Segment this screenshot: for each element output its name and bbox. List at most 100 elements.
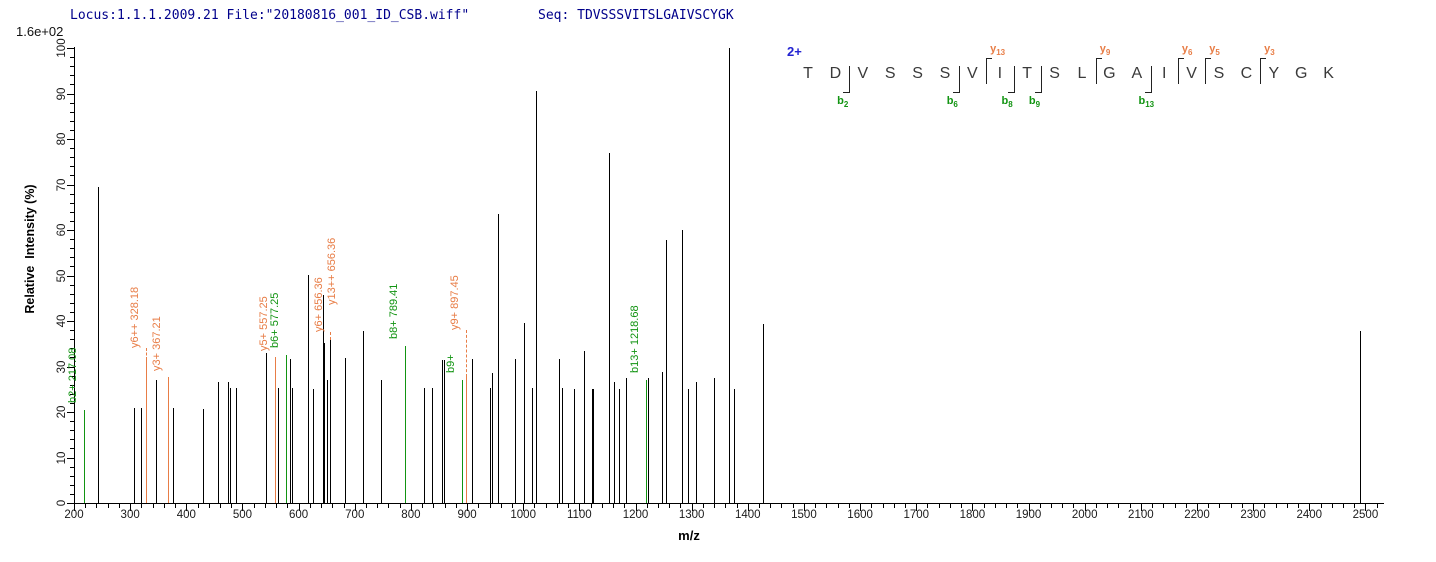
spectrum-peak <box>140 408 142 503</box>
spectrum-peak <box>290 359 292 503</box>
x-axis-tick <box>1140 504 1142 511</box>
x-axis-tick <box>590 504 592 508</box>
y-axis-tick <box>70 484 74 486</box>
x-axis-tick <box>1006 504 1008 508</box>
peptide-residue: Y <box>1268 65 1280 82</box>
y-axis-tick-label: 90 <box>56 87 68 100</box>
x-axis-tick <box>321 504 323 508</box>
x-axis-tick <box>377 504 379 508</box>
x-axis-tick <box>657 504 659 508</box>
x-axis-tick <box>332 504 334 508</box>
spectrum-peak <box>404 346 406 503</box>
y-axis-tick-label: 10 <box>56 451 68 464</box>
b-ion-label: b13 <box>1138 95 1155 110</box>
peptide-residue: V <box>1186 65 1197 82</box>
ion-label-leader-line <box>465 330 467 378</box>
ion-label-leader-line <box>145 348 147 361</box>
ion-peak-label: y13++ 656.36 <box>326 237 339 306</box>
x-axis-tick <box>601 504 603 508</box>
peptide-residue: A <box>1131 65 1143 82</box>
spectrum-peak <box>266 352 268 503</box>
x-axis-tick <box>736 504 738 508</box>
x-axis-tick <box>1309 504 1311 511</box>
ion-peak-label: b6+ 577.25 <box>268 292 281 349</box>
spectrum-peak <box>609 153 611 503</box>
b-ion-divider <box>1150 66 1152 93</box>
y-axis-tick <box>70 393 74 395</box>
y-axis-tick <box>70 57 74 59</box>
x-axis-tick <box>1208 504 1210 508</box>
x-axis-tick-label: 1100 <box>566 509 592 521</box>
spectrum-peak <box>591 388 593 503</box>
y-ion-divider <box>1260 58 1262 84</box>
x-axis-tick <box>1320 504 1322 508</box>
x-axis-tick <box>1185 504 1187 508</box>
y-axis-tick <box>70 66 74 68</box>
peptide-residue: L <box>1077 65 1087 82</box>
x-axis-tick-label: 2400 <box>1296 509 1323 521</box>
b-ion-label: b9 <box>1028 95 1041 110</box>
x-axis-tick <box>107 504 109 508</box>
y-axis-tick-label: 70 <box>56 178 68 191</box>
peptide-residue: C <box>1240 65 1253 82</box>
x-axis-tick <box>893 504 895 508</box>
y-axis-tick <box>67 457 74 459</box>
x-axis-tick <box>242 504 244 511</box>
spectrum-peak <box>322 295 324 503</box>
x-axis-tick <box>579 504 581 511</box>
b-ion-divider-foot <box>1144 92 1151 93</box>
spectrum-peak <box>230 388 232 503</box>
x-axis-tick <box>994 504 996 508</box>
x-axis-tick <box>175 504 177 508</box>
x-axis-tick <box>725 504 727 508</box>
x-axis-tick <box>74 504 75 511</box>
x-axis-tick-label: 1400 <box>735 509 761 521</box>
x-axis-tick <box>770 504 772 508</box>
spectrum-peak <box>444 360 446 503</box>
x-axis-tick <box>219 504 221 508</box>
x-axis-tick <box>646 504 648 508</box>
x-axis-tick <box>85 504 87 508</box>
spectrum-peak <box>203 408 205 503</box>
y-axis-tick <box>67 184 74 186</box>
x-axis-tick <box>523 504 525 511</box>
y-axis-tick <box>70 220 74 222</box>
spectrum-peak <box>573 389 575 503</box>
spectrum-peak <box>97 186 99 503</box>
y-axis-tick <box>70 166 74 168</box>
ion-peak-label: b2+ 217.08 <box>66 347 79 403</box>
x-axis-tick-label: 200 <box>64 509 84 521</box>
y-ion-label: y13 <box>990 43 1006 58</box>
spectrum-peak <box>274 357 276 503</box>
x-axis-tick <box>1118 504 1120 508</box>
y-axis-tick <box>67 321 74 322</box>
spectrum-peak <box>733 389 735 503</box>
x-axis-tick <box>1354 504 1356 508</box>
x-axis-tick <box>1084 504 1086 511</box>
spectrum-peak <box>524 323 526 503</box>
y-axis-tick <box>70 402 74 404</box>
y-axis-tick-label: 100 <box>56 38 68 58</box>
peptide-residue: T <box>803 65 813 82</box>
spectrum-peak <box>235 388 237 503</box>
x-axis-tick <box>1107 504 1109 508</box>
x-axis-tick <box>1219 504 1221 508</box>
x-axis-tick <box>556 504 558 508</box>
y-axis-tick <box>70 248 74 250</box>
peptide-residue: V <box>967 65 978 82</box>
x-axis-tick <box>1365 504 1367 511</box>
b-ion-divider-foot <box>952 92 959 93</box>
b-ion-divider-foot <box>843 92 850 93</box>
spectrum-peak <box>1359 331 1361 503</box>
spectrum-peak <box>327 380 329 503</box>
spectrum-peak <box>618 389 620 503</box>
x-axis-tick <box>792 504 794 508</box>
peptide-residue: D <box>829 65 842 82</box>
x-axis-tick <box>545 504 547 508</box>
ion-peak-label: y3+ 367.21 <box>150 316 163 372</box>
x-axis-tick <box>1241 504 1243 508</box>
header-sequence: Seq: TDVSSSVITSLGAIVSCYGK <box>538 8 734 23</box>
spectrum-peak <box>307 275 309 503</box>
x-axis-tick <box>500 504 502 508</box>
y-ion-divider-foot <box>1260 58 1267 59</box>
